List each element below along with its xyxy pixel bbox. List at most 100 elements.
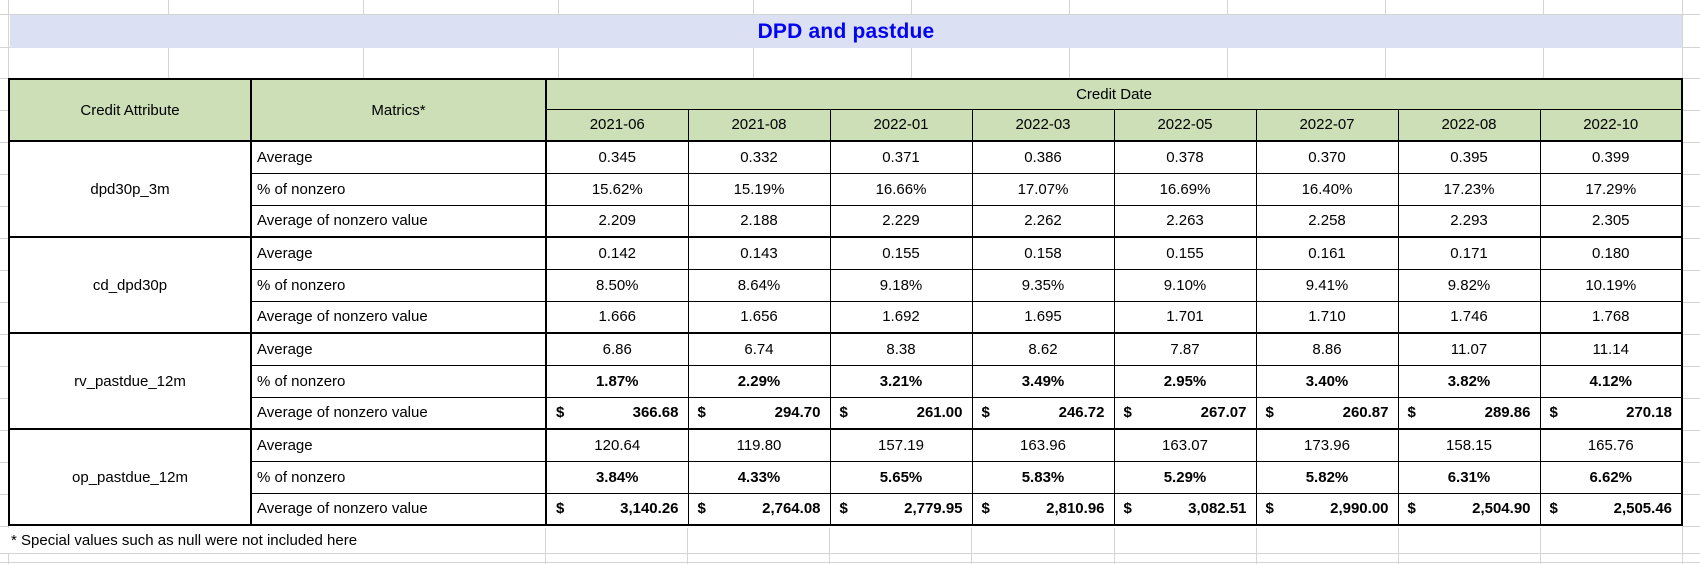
value-cell[interactable]: 157.19 [829, 428, 973, 462]
header-credit-date[interactable]: Credit Date [545, 78, 1683, 110]
value-cell[interactable]: 9.41% [1255, 268, 1399, 302]
value-cell[interactable]: 1.768 [1539, 300, 1683, 334]
value-cell[interactable]: $2,505.46 [1539, 492, 1683, 526]
value-cell[interactable]: 173.96 [1255, 428, 1399, 462]
date-header-2021-06[interactable]: 2021-06 [545, 108, 689, 142]
value-cell[interactable]: 0.332 [687, 140, 831, 174]
value-cell[interactable]: 1.695 [971, 300, 1115, 334]
metric-cell[interactable]: % of nonzero [250, 172, 547, 206]
value-cell[interactable]: 0.370 [1255, 140, 1399, 174]
value-cell[interactable]: 2.209 [545, 204, 689, 238]
value-cell[interactable]: 10.19% [1539, 268, 1683, 302]
value-cell[interactable]: 163.96 [971, 428, 1115, 462]
value-cell[interactable]: 0.161 [1255, 236, 1399, 270]
value-cell[interactable]: 15.62% [545, 172, 689, 206]
value-cell[interactable]: 2.229 [829, 204, 973, 238]
value-cell[interactable]: 3.40% [1255, 364, 1399, 398]
value-cell[interactable]: $2,779.95 [829, 492, 973, 526]
value-cell[interactable]: 9.82% [1397, 268, 1541, 302]
value-cell[interactable]: 0.371 [829, 140, 973, 174]
value-cell[interactable]: 5.83% [971, 460, 1115, 494]
attribute-cell-dpd30p_3m[interactable]: dpd30p_3m [8, 140, 252, 238]
value-cell[interactable]: 16.40% [1255, 172, 1399, 206]
value-cell[interactable]: 5.29% [1113, 460, 1257, 494]
value-cell[interactable]: 2.293 [1397, 204, 1541, 238]
date-header-2022-01[interactable]: 2022-01 [829, 108, 973, 142]
value-cell[interactable]: 2.263 [1113, 204, 1257, 238]
value-cell[interactable]: 0.345 [545, 140, 689, 174]
date-header-2022-07[interactable]: 2022-07 [1255, 108, 1399, 142]
value-cell[interactable]: 0.143 [687, 236, 831, 270]
value-cell[interactable]: 1.701 [1113, 300, 1257, 334]
header-credit-attribute[interactable]: Credit Attribute [8, 78, 252, 142]
value-cell[interactable]: 7.87 [1113, 332, 1257, 366]
value-cell[interactable]: $289.86 [1397, 396, 1541, 430]
value-cell[interactable]: 1.710 [1255, 300, 1399, 334]
value-cell[interactable]: 9.10% [1113, 268, 1257, 302]
value-cell[interactable]: 8.62 [971, 332, 1115, 366]
date-header-2022-10[interactable]: 2022-10 [1539, 108, 1683, 142]
value-cell[interactable]: $2,990.00 [1255, 492, 1399, 526]
value-cell[interactable]: 9.18% [829, 268, 973, 302]
value-cell[interactable]: 6.86 [545, 332, 689, 366]
value-cell[interactable]: 4.33% [687, 460, 831, 494]
value-cell[interactable]: $366.68 [545, 396, 689, 430]
value-cell[interactable]: 158.15 [1397, 428, 1541, 462]
value-cell[interactable]: 8.64% [687, 268, 831, 302]
value-cell[interactable]: 0.155 [829, 236, 973, 270]
value-cell[interactable]: 16.66% [829, 172, 973, 206]
value-cell[interactable]: 6.74 [687, 332, 831, 366]
value-cell[interactable]: 1.666 [545, 300, 689, 334]
value-cell[interactable]: $2,810.96 [971, 492, 1115, 526]
metric-cell[interactable]: Average of nonzero value [250, 300, 547, 334]
metric-cell[interactable]: % of nonzero [250, 268, 547, 302]
value-cell[interactable]: 0.399 [1539, 140, 1683, 174]
value-cell[interactable]: 9.35% [971, 268, 1115, 302]
value-cell[interactable]: 0.386 [971, 140, 1115, 174]
date-header-2022-08[interactable]: 2022-08 [1397, 108, 1541, 142]
metric-cell[interactable]: Average of nonzero value [250, 396, 547, 430]
value-cell[interactable]: $2,504.90 [1397, 492, 1541, 526]
value-cell[interactable]: 1.746 [1397, 300, 1541, 334]
value-cell[interactable]: 2.262 [971, 204, 1115, 238]
value-cell[interactable]: 17.29% [1539, 172, 1683, 206]
value-cell[interactable]: 2.258 [1255, 204, 1399, 238]
value-cell[interactable]: 5.65% [829, 460, 973, 494]
value-cell[interactable]: 1.656 [687, 300, 831, 334]
value-cell[interactable]: $294.70 [687, 396, 831, 430]
value-cell[interactable]: $270.18 [1539, 396, 1683, 430]
value-cell[interactable]: $260.87 [1255, 396, 1399, 430]
value-cell[interactable]: 165.76 [1539, 428, 1683, 462]
header-matrics[interactable]: Matrics* [250, 78, 547, 142]
value-cell[interactable]: $3,082.51 [1113, 492, 1257, 526]
value-cell[interactable]: 4.12% [1539, 364, 1683, 398]
value-cell[interactable]: 3.21% [829, 364, 973, 398]
value-cell[interactable]: 163.07 [1113, 428, 1257, 462]
attribute-cell-rv_pastdue_12m[interactable]: rv_pastdue_12m [8, 332, 252, 430]
value-cell[interactable]: 2.188 [687, 204, 831, 238]
value-cell[interactable]: 6.62% [1539, 460, 1683, 494]
value-cell[interactable]: 11.14 [1539, 332, 1683, 366]
attribute-cell-cd_dpd30p[interactable]: cd_dpd30p [8, 236, 252, 334]
value-cell[interactable]: 3.49% [971, 364, 1115, 398]
metric-cell[interactable]: Average of nonzero value [250, 204, 547, 238]
value-cell[interactable]: 6.31% [1397, 460, 1541, 494]
value-cell[interactable]: 119.80 [687, 428, 831, 462]
value-cell[interactable]: 0.171 [1397, 236, 1541, 270]
value-cell[interactable]: 5.82% [1255, 460, 1399, 494]
metric-cell[interactable]: Average [250, 236, 547, 270]
value-cell[interactable]: 1.692 [829, 300, 973, 334]
metric-cell[interactable]: Average [250, 332, 547, 366]
metric-cell[interactable]: % of nonzero [250, 460, 547, 494]
value-cell[interactable]: 1.87% [545, 364, 689, 398]
value-cell[interactable]: 8.86 [1255, 332, 1399, 366]
metric-cell[interactable]: Average [250, 428, 547, 462]
value-cell[interactable]: 0.142 [545, 236, 689, 270]
value-cell[interactable]: 2.305 [1539, 204, 1683, 238]
value-cell[interactable]: $246.72 [971, 396, 1115, 430]
value-cell[interactable]: $3,140.26 [545, 492, 689, 526]
value-cell[interactable]: $2,764.08 [687, 492, 831, 526]
metric-cell[interactable]: % of nonzero [250, 364, 547, 398]
value-cell[interactable]: $261.00 [829, 396, 973, 430]
attribute-cell-op_pastdue_12m[interactable]: op_pastdue_12m [8, 428, 252, 526]
